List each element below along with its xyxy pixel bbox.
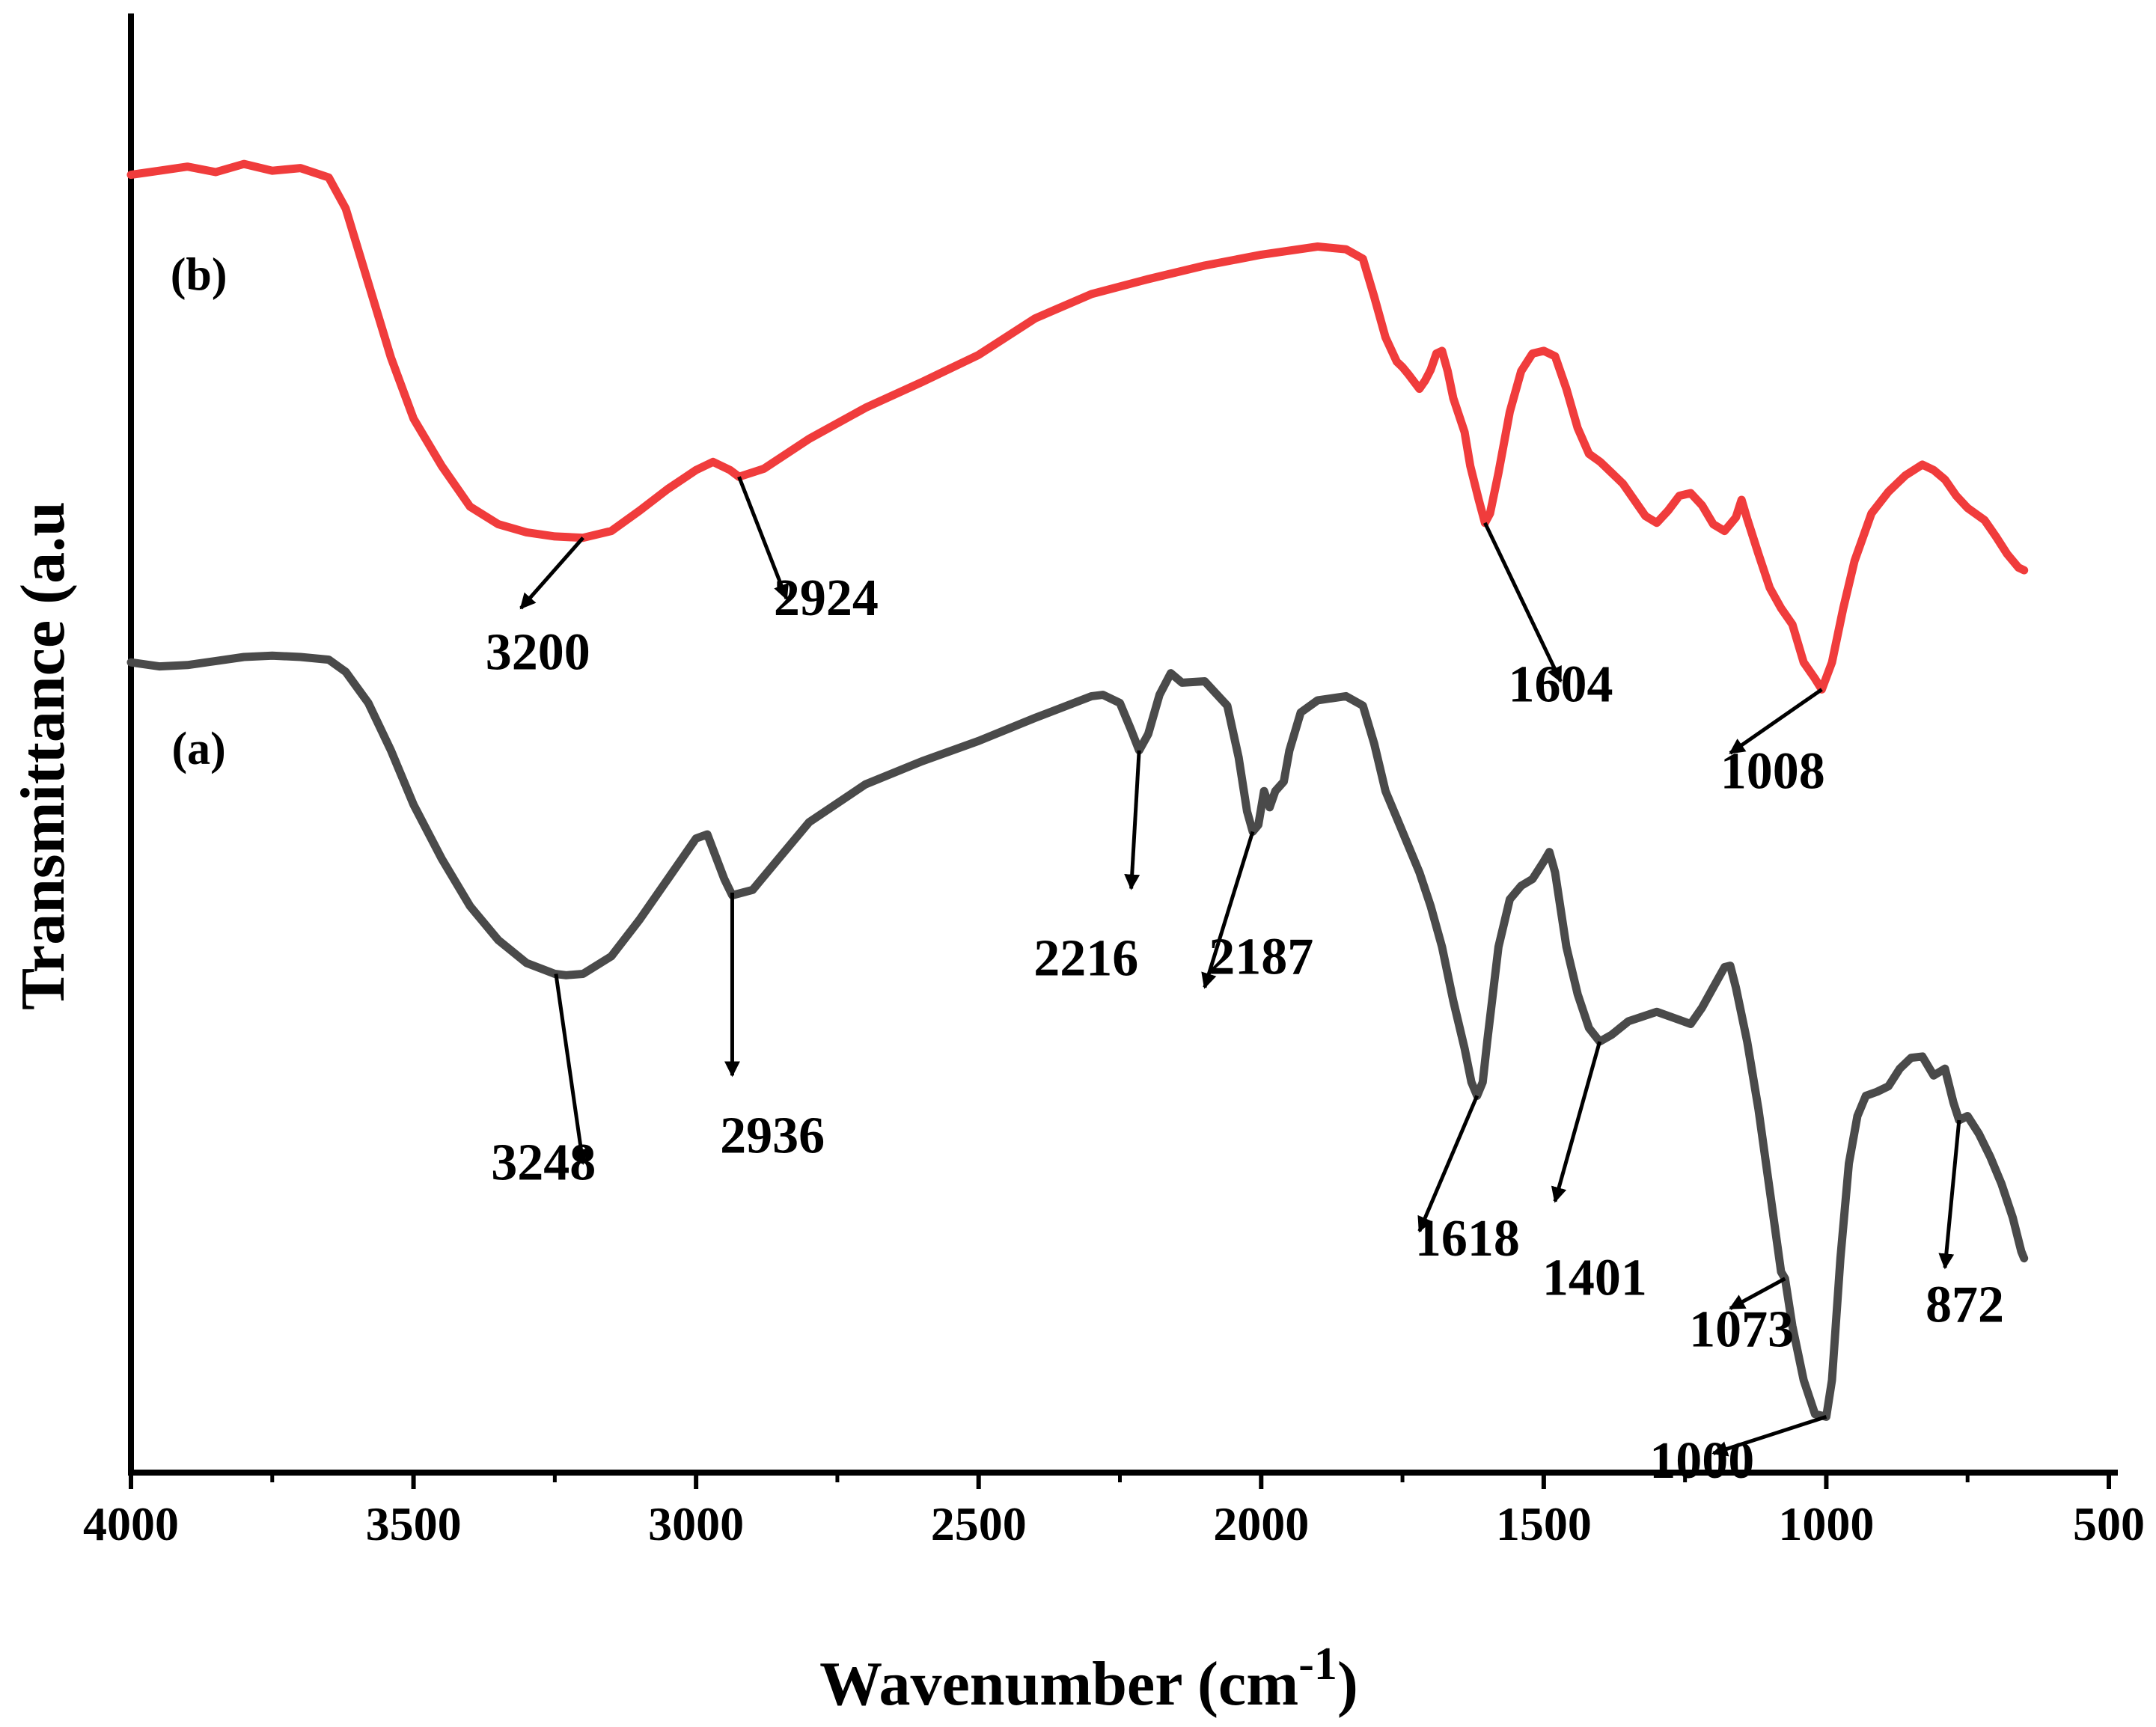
peak-arrow-872 (1938, 1119, 1961, 1270)
x-axis-label-text: Wavenumber (cm (819, 1649, 1298, 1719)
peak-label-2187: 2187 (1209, 929, 1313, 986)
peak-arrow-1618 (1417, 1095, 1479, 1233)
x-tick-label-2500: 2500 (931, 1497, 1027, 1550)
peak-label-872: 872 (1926, 1277, 2004, 1334)
peak-label-1000: 1000 (1649, 1432, 1754, 1490)
x-axis-label: Wavenumber (cm-1) (819, 1639, 1358, 1719)
peak-arrow-1604 (1483, 522, 1563, 683)
peak-arrow-2924 (737, 476, 789, 601)
peak-label-3248: 3248 (491, 1134, 596, 1192)
y-axis-label: Transmittance (a.u (8, 501, 78, 1010)
curve-label-a: (a) (171, 724, 225, 774)
peak-label-2924: 2924 (774, 569, 879, 627)
x-tick-label-2000: 2000 (1213, 1497, 1309, 1550)
x-tick-label-1500: 1500 (1496, 1497, 1592, 1550)
peak-arrow-1073 (1729, 1277, 1786, 1310)
peak-label-1618: 1618 (1415, 1210, 1520, 1268)
peak-arrow-2187 (1201, 831, 1255, 989)
x-tick-label-4000: 4000 (83, 1497, 179, 1550)
series-line-a (126, 651, 2029, 1421)
peak-arrow-1000 (1711, 1414, 1827, 1457)
axes (128, 13, 2118, 1476)
x-tick-label-3500: 3500 (366, 1497, 462, 1550)
peak-label-1073: 1073 (1689, 1300, 1794, 1358)
peak-label-3200: 3200 (486, 623, 590, 681)
peak-label-2216: 2216 (1033, 929, 1138, 987)
peak-arrow-3248 (554, 973, 589, 1165)
peak-label-1008: 1008 (1720, 743, 1825, 801)
peak-arrow-2216 (1124, 750, 1141, 890)
curve-labels: (b) (a) (171, 249, 227, 774)
x-tick-label-500: 500 (2073, 1497, 2145, 1550)
peak-arrow-1008 (1729, 688, 1823, 755)
series-line-b (126, 159, 2029, 694)
x-axis-label-close: ) (1337, 1649, 1358, 1719)
x-ticks: 4000 3500 3000 2500 2000 1500 1000 500 (83, 1473, 2145, 1550)
peak-arrow-3200 (519, 537, 584, 610)
peak-label-2936: 2936 (720, 1107, 825, 1164)
x-axis-label-superscript: -1 (1298, 1639, 1337, 1690)
peak-arrow-1401 (1551, 1041, 1602, 1203)
series-group (126, 159, 2029, 1421)
peak-label-1401: 1401 (1542, 1249, 1647, 1306)
curve-label-b: (b) (171, 249, 227, 300)
x-tick-label-3000: 3000 (648, 1497, 744, 1550)
x-tick-label-1000: 1000 (1778, 1497, 1874, 1550)
peak-label-1604: 1604 (1509, 656, 1613, 714)
peak-annotations: 3200 2924 1604 1008 3248 2936 2216 2187 1618 1401… (486, 476, 2004, 1490)
